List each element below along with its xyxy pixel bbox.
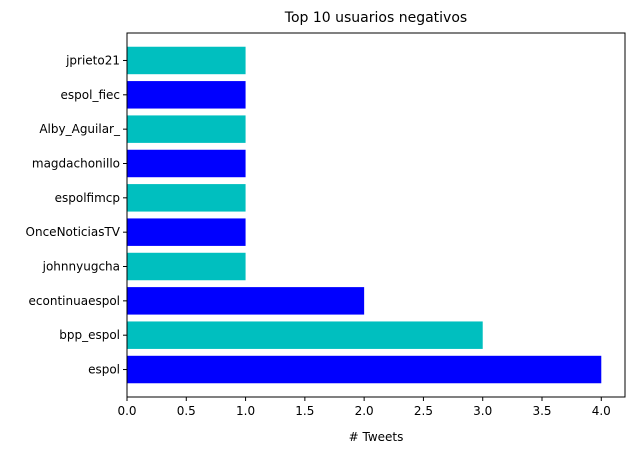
y-tick-label: espol_fiec bbox=[61, 88, 120, 102]
y-tick-label: OnceNoticiasTV bbox=[26, 225, 121, 239]
x-tick-label: 4.0 bbox=[592, 404, 611, 418]
x-tick-label: 2.5 bbox=[414, 404, 433, 418]
x-axis-ticks: 0.0 0.5 1.0 1.5 2.0 2.5 3.0 3.5 4.0 bbox=[117, 397, 611, 418]
bar-9 bbox=[127, 46, 246, 75]
y-axis-ticks: espol bpp_espol econtinuaespol johnnyugcha O… bbox=[26, 53, 127, 377]
bar-7 bbox=[127, 115, 246, 143]
x-tick-label: 0.0 bbox=[117, 404, 136, 418]
bar-5 bbox=[127, 184, 246, 212]
chart-title: Top 10 usuarios negativos bbox=[284, 10, 467, 26]
x-tick-label: 3.0 bbox=[473, 404, 492, 418]
y-tick-label: espol bbox=[88, 363, 120, 377]
y-tick-label: Alby_Aguilar_ bbox=[39, 122, 121, 136]
x-axis-label: # Tweets bbox=[349, 430, 404, 444]
x-tick-label: 3.5 bbox=[532, 404, 551, 418]
x-tick-label: 2.0 bbox=[355, 404, 374, 418]
y-tick-label: espolfimcp bbox=[55, 191, 120, 205]
bar-3 bbox=[127, 252, 246, 281]
y-tick-label: bpp_espol bbox=[59, 328, 120, 342]
bar-6 bbox=[127, 149, 246, 178]
y-tick-label: econtinuaespol bbox=[29, 294, 120, 308]
x-tick-label: 1.5 bbox=[295, 404, 314, 418]
x-tick-label: 0.5 bbox=[177, 404, 196, 418]
x-tick-label: 1.0 bbox=[236, 404, 255, 418]
plot-frame bbox=[126, 32, 626, 398]
y-tick-label: magdachonillo bbox=[32, 156, 120, 170]
bar-8 bbox=[127, 81, 246, 109]
y-tick-label: jprieto21 bbox=[65, 53, 120, 67]
bar-1 bbox=[127, 321, 483, 349]
bar-4 bbox=[127, 218, 246, 246]
bars-group bbox=[127, 46, 602, 384]
bar-0 bbox=[127, 355, 602, 384]
bar-2 bbox=[127, 287, 365, 315]
y-tick-label: johnnyugcha bbox=[42, 260, 120, 274]
